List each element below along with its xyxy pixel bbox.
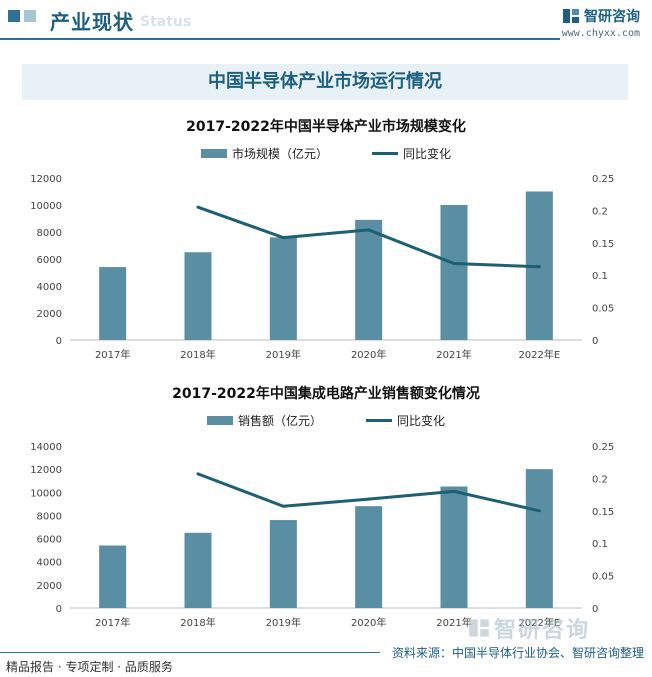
legend-swatch-bar: [200, 149, 227, 158]
bar: [269, 520, 297, 608]
page-title: 产业现状: [50, 10, 134, 34]
y-right-tick-label: 0.05: [592, 572, 614, 583]
y-left-tick-label: 12000: [30, 465, 62, 476]
line-point: [367, 497, 371, 501]
chart-2-plot: 0 2000 4000 6000 8000 10000 12000 14000 0 0.05 0.1…: [30, 442, 614, 629]
legend-label: 同比变化: [397, 414, 446, 428]
x-tick-label: 2018年: [180, 348, 215, 361]
bar: [99, 545, 127, 608]
y-left-tick-label: 6000: [37, 255, 62, 266]
y-right-tick-label: 0.15: [592, 507, 614, 518]
header-divider: [0, 38, 560, 40]
y-right-tick-label: 0.25: [592, 442, 614, 453]
page-header: 产业现状 Status: [0, 0, 652, 42]
legend-label: 市场规模（亿元）: [231, 147, 328, 161]
y-left-tick-label: 8000: [37, 511, 62, 522]
bar: [184, 532, 212, 608]
bar: [355, 506, 383, 608]
line-point: [281, 236, 285, 240]
line-point: [196, 205, 200, 209]
header-square-icon: [24, 10, 36, 22]
x-tick-label: 2022年E: [518, 348, 560, 361]
chart-1-plot: 0 2000 4000 6000 8000 10000 12000 0 0.05 0.1 0.15 0…: [30, 174, 614, 361]
line-point: [367, 228, 371, 232]
bar: [440, 205, 468, 340]
y-left-tick-label: 4000: [37, 558, 62, 569]
bar: [440, 486, 468, 608]
legend-item-line: 同比变化: [372, 145, 451, 162]
section-banner: 中国半导体产业市场运行情况: [22, 64, 628, 100]
y-left-tick-label: 8000: [37, 228, 62, 239]
line-point: [281, 504, 285, 508]
x-tick-label: 2017年: [95, 616, 130, 629]
legend-swatch-line: [372, 152, 398, 155]
y-left-tick-label: 0: [56, 336, 62, 347]
legend-swatch-bar: [206, 416, 233, 425]
chart-2-title: 2017-2022年中国集成电路产业销售额变化情况: [172, 386, 480, 402]
legend-label: 销售额（亿元）: [237, 414, 322, 428]
legend-label: 同比变化: [403, 147, 452, 161]
bar: [269, 237, 297, 340]
y-left-tick-label: 0: [56, 604, 62, 615]
footer-source: 资料来源：中国半导体行业协会、智研咨询整理: [391, 646, 644, 660]
y-right-tick-label: 0.05: [592, 304, 614, 315]
y-left-tick-label: 4000: [37, 282, 62, 293]
bottom-brand-name: 智研咨询: [494, 618, 591, 643]
y-right-tick-label: 0.2: [592, 474, 608, 485]
line-point: [452, 489, 456, 493]
y-left-tick-label: 14000: [30, 442, 62, 453]
x-tick-label: 2021年: [436, 616, 471, 629]
footer-slogan: 精品报告 · 专项定制 · 品质服务: [6, 660, 173, 674]
y-right-tick-label: 0.15: [592, 239, 614, 250]
bar: [355, 219, 383, 340]
bar: [99, 267, 127, 340]
legend-item-bar: 销售额（亿元）: [206, 412, 322, 429]
x-tick-label: 2020年: [351, 616, 386, 629]
brand-logo: 智研咨询 www.chyxx.com: [562, 6, 640, 39]
line-point: [537, 265, 541, 269]
y-right-tick-label: 0: [592, 604, 598, 615]
y-left-tick-label: 12000: [30, 174, 62, 185]
series-line: [197, 472, 540, 513]
legend-item-line: 同比变化: [366, 412, 445, 429]
x-tick-label: 2020年: [351, 348, 386, 361]
bar: [525, 469, 553, 608]
x-tick-label: 2019年: [266, 348, 301, 361]
y-right-tick-label: 0.1: [592, 539, 608, 550]
x-tick-label: 2021年: [436, 348, 471, 361]
chart-1-title: 2017-2022年中国半导体产业市场规模变化: [186, 119, 466, 135]
line-point: [537, 509, 541, 513]
y-left-tick-label: 6000: [37, 535, 62, 546]
x-tick-label: 2022年E: [518, 616, 560, 629]
brand-logo-icon: [563, 9, 579, 23]
y-right-tick-label: 0.1: [592, 271, 608, 282]
bottom-brand-watermark: 智研咨询: [468, 612, 590, 644]
y-left-tick-label: 2000: [37, 309, 62, 320]
y-right-tick-label: 0.2: [592, 206, 608, 217]
chart-2-legend: 销售额（亿元） 同比变化: [0, 412, 652, 429]
x-tick-label: 2018年: [180, 616, 215, 629]
x-tick-label: 2019年: [266, 616, 301, 629]
brand-url: www.chyxx.com: [561, 28, 640, 39]
brand-logo-icon: [469, 619, 489, 637]
legend-swatch-line: [366, 419, 392, 422]
y-left-tick-label: 10000: [30, 201, 62, 212]
footer-divider: [0, 652, 380, 653]
bar: [184, 252, 212, 340]
header-watermark: Status: [140, 14, 192, 30]
legend-item-bar: 市场规模（亿元）: [200, 145, 328, 162]
header-square-icon: [8, 10, 20, 22]
y-left-tick-label: 2000: [37, 581, 62, 592]
y-right-tick-label: 0: [592, 336, 598, 347]
y-left-tick-label: 10000: [30, 488, 62, 499]
line-point: [196, 472, 200, 476]
x-tick-label: 2017年: [95, 348, 130, 361]
brand-name: 智研咨询: [584, 9, 640, 25]
y-right-tick-label: 0.25: [592, 174, 614, 185]
line-point: [452, 262, 456, 266]
chart-1-legend: 市场规模（亿元） 同比变化: [0, 145, 652, 162]
